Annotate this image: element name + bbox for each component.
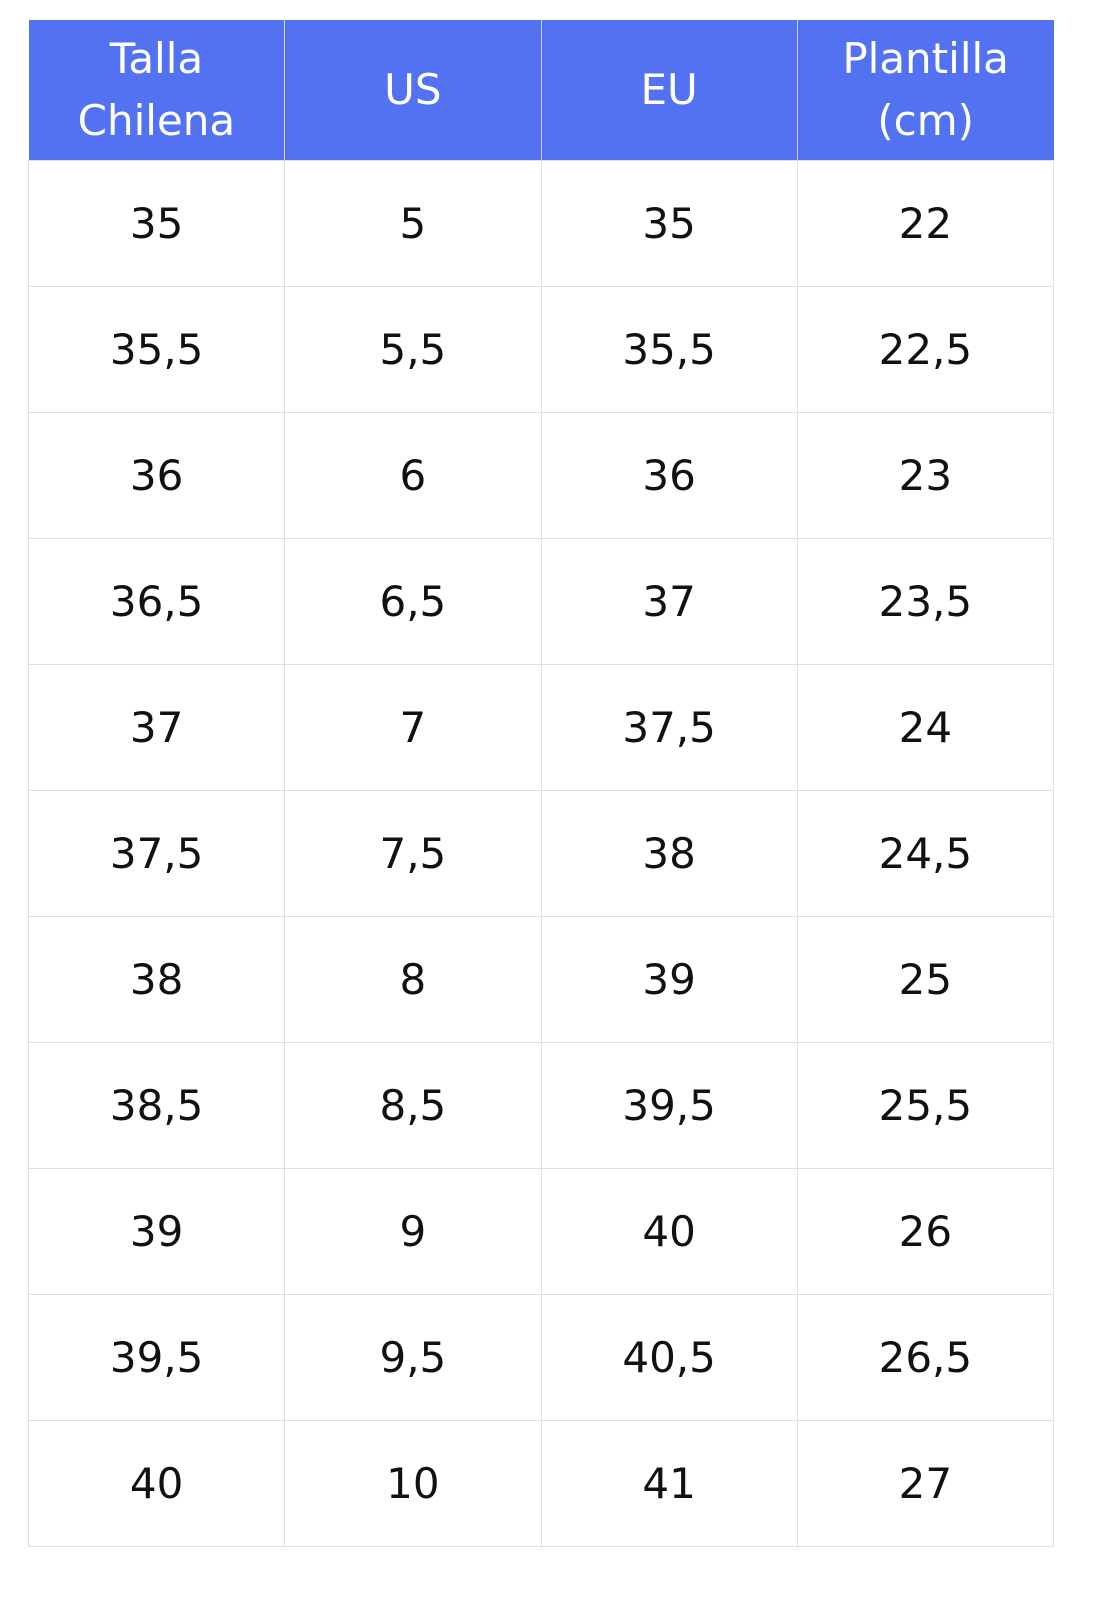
cell-talla-chilena: 35,5 bbox=[27, 286, 286, 413]
table-row: 36 6 36 23 bbox=[27, 412, 1055, 539]
cell-plantilla: 22 bbox=[796, 160, 1055, 287]
cell-plantilla: 25,5 bbox=[796, 1042, 1055, 1169]
table-row: 40 10 41 27 bbox=[27, 1420, 1055, 1547]
cell-us: 7 bbox=[284, 664, 542, 791]
cell-talla-chilena: 36 bbox=[27, 412, 286, 539]
cell-us: 6,5 bbox=[284, 538, 542, 665]
header-eu: EU bbox=[541, 20, 798, 161]
header-plantilla: Plantilla (cm) bbox=[797, 20, 1054, 161]
cell-eu: 38 bbox=[540, 790, 798, 917]
table-row: 39 9 40 26 bbox=[27, 1168, 1055, 1295]
cell-us: 9,5 bbox=[284, 1294, 542, 1421]
cell-talla-chilena: 37,5 bbox=[27, 790, 286, 917]
cell-plantilla: 22,5 bbox=[796, 286, 1055, 413]
cell-us: 8 bbox=[284, 916, 542, 1043]
cell-plantilla: 26,5 bbox=[796, 1294, 1055, 1421]
cell-plantilla: 27 bbox=[796, 1420, 1055, 1547]
header-row: Talla Chilena US EU Plantilla (cm) bbox=[28, 20, 1054, 161]
header-talla-chilena: Talla Chilena bbox=[28, 20, 286, 161]
cell-us: 5 bbox=[284, 160, 542, 287]
cell-plantilla: 24 bbox=[796, 664, 1055, 791]
cell-us: 9 bbox=[284, 1168, 542, 1295]
cell-eu: 39,5 bbox=[540, 1042, 798, 1169]
cell-talla-chilena: 40 bbox=[27, 1420, 286, 1547]
table-row: 35,5 5,5 35,5 22,5 bbox=[27, 286, 1055, 413]
cell-talla-chilena: 38,5 bbox=[27, 1042, 286, 1169]
cell-eu: 37 bbox=[540, 538, 798, 665]
cell-us: 6 bbox=[284, 412, 542, 539]
table-row: 37,5 7,5 38 24,5 bbox=[27, 790, 1055, 917]
cell-eu: 39 bbox=[540, 916, 798, 1043]
cell-us: 5,5 bbox=[284, 286, 542, 413]
cell-eu: 40 bbox=[540, 1168, 798, 1295]
cell-eu: 37,5 bbox=[540, 664, 798, 791]
cell-plantilla: 23 bbox=[796, 412, 1055, 539]
table-row: 37 7 37,5 24 bbox=[27, 664, 1055, 791]
cell-talla-chilena: 36,5 bbox=[27, 538, 286, 665]
cell-eu: 41 bbox=[540, 1420, 798, 1547]
cell-plantilla: 24,5 bbox=[796, 790, 1055, 917]
cell-talla-chilena: 38 bbox=[27, 916, 286, 1043]
table-row: 39,5 9,5 40,5 26,5 bbox=[27, 1294, 1055, 1421]
table-row: 35 5 35 22 bbox=[27, 160, 1055, 287]
cell-eu: 35,5 bbox=[540, 286, 798, 413]
header-us: US bbox=[284, 20, 542, 161]
table-row: 38,5 8,5 39,5 25,5 bbox=[27, 1042, 1055, 1169]
cell-talla-chilena: 39 bbox=[27, 1168, 286, 1295]
cell-eu: 40,5 bbox=[540, 1294, 798, 1421]
table-row: 38 8 39 25 bbox=[27, 916, 1055, 1043]
cell-plantilla: 23,5 bbox=[796, 538, 1055, 665]
cell-us: 8,5 bbox=[284, 1042, 542, 1169]
cell-us: 7,5 bbox=[284, 790, 542, 917]
cell-us: 10 bbox=[284, 1420, 542, 1547]
cell-eu: 36 bbox=[540, 412, 798, 539]
cell-talla-chilena: 37 bbox=[27, 664, 286, 791]
cell-eu: 35 bbox=[540, 160, 798, 287]
cell-talla-chilena: 39,5 bbox=[27, 1294, 286, 1421]
table-row: 36,5 6,5 37 23,5 bbox=[27, 538, 1055, 665]
cell-plantilla: 26 bbox=[796, 1168, 1055, 1295]
size-chart-table: Talla Chilena US EU Plantilla (cm) 35 5 35… bbox=[27, 20, 1055, 1547]
cell-talla-chilena: 35 bbox=[27, 160, 286, 287]
cell-plantilla: 25 bbox=[796, 916, 1055, 1043]
